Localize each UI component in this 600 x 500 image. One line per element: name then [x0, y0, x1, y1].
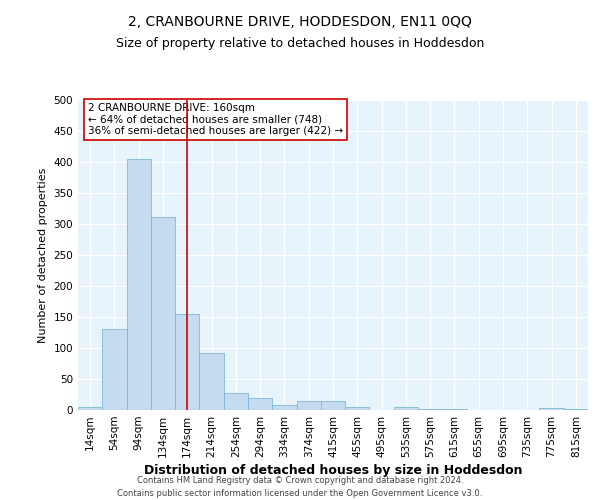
Bar — [564, 409, 588, 410]
Text: Contains public sector information licensed under the Open Government Licence v3: Contains public sector information licen… — [118, 488, 482, 498]
Bar — [272, 405, 296, 410]
Bar — [127, 159, 151, 410]
Bar — [539, 408, 564, 410]
Text: 2 CRANBOURNE DRIVE: 160sqm
← 64% of detached houses are smaller (748)
36% of sem: 2 CRANBOURNE DRIVE: 160sqm ← 64% of deta… — [88, 103, 343, 136]
Bar — [296, 400, 321, 410]
Bar — [248, 398, 272, 410]
Bar — [345, 407, 370, 410]
X-axis label: Distribution of detached houses by size in Hoddesdon: Distribution of detached houses by size … — [144, 464, 522, 477]
Bar — [78, 407, 102, 410]
Text: 2, CRANBOURNE DRIVE, HODDESDON, EN11 0QQ: 2, CRANBOURNE DRIVE, HODDESDON, EN11 0QQ — [128, 15, 472, 29]
Bar — [224, 392, 248, 410]
Y-axis label: Number of detached properties: Number of detached properties — [38, 168, 48, 342]
Text: Contains HM Land Registry data © Crown copyright and database right 2024.: Contains HM Land Registry data © Crown c… — [137, 476, 463, 485]
Bar — [175, 314, 199, 410]
Bar — [199, 353, 224, 410]
Text: Size of property relative to detached houses in Hoddesdon: Size of property relative to detached ho… — [116, 38, 484, 51]
Bar — [151, 216, 175, 410]
Bar — [102, 330, 127, 410]
Bar — [321, 400, 345, 410]
Bar — [394, 407, 418, 410]
